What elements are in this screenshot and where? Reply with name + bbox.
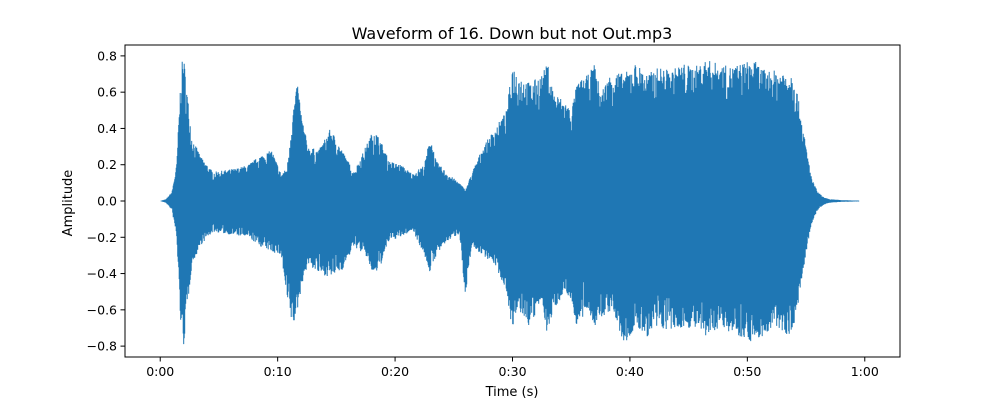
x-tick-label: 0:10 — [264, 364, 292, 379]
y-tick-label: 0.6 — [97, 85, 117, 100]
y-axis-label: Amplitude — [61, 170, 76, 237]
x-tick-label: 0:40 — [616, 364, 644, 379]
x-tick-label: 0:00 — [146, 364, 174, 379]
x-axis: 0:00 0:10 0:20 0:30 0:40 0:50 1:00 — [146, 357, 879, 379]
chart-title: Waveform of 16. Down but not Out.mp3 — [352, 24, 673, 43]
y-axis: −0.8 −0.6 −0.4 −0.2 0.0 0.2 0.4 0.6 0.8 — [87, 48, 125, 354]
waveform-series — [160, 61, 860, 345]
y-tick-label: −0.4 — [87, 266, 117, 281]
x-axis-label: Time (s) — [485, 385, 539, 400]
x-tick-label: 0:50 — [733, 364, 761, 379]
y-tick-label: −0.2 — [87, 230, 117, 245]
x-tick-label: 0:30 — [498, 364, 526, 379]
y-tick-label: 0.4 — [97, 121, 117, 136]
y-tick-label: −0.6 — [87, 302, 117, 317]
x-tick-label: 1:00 — [851, 364, 879, 379]
y-tick-label: 0.2 — [97, 157, 117, 172]
plot-area — [124, 44, 901, 358]
y-tick-label: 0.8 — [97, 48, 117, 63]
x-tick-label: 0:20 — [381, 364, 409, 379]
y-tick-label: −0.8 — [87, 339, 117, 354]
y-tick-label: 0.0 — [97, 194, 117, 209]
